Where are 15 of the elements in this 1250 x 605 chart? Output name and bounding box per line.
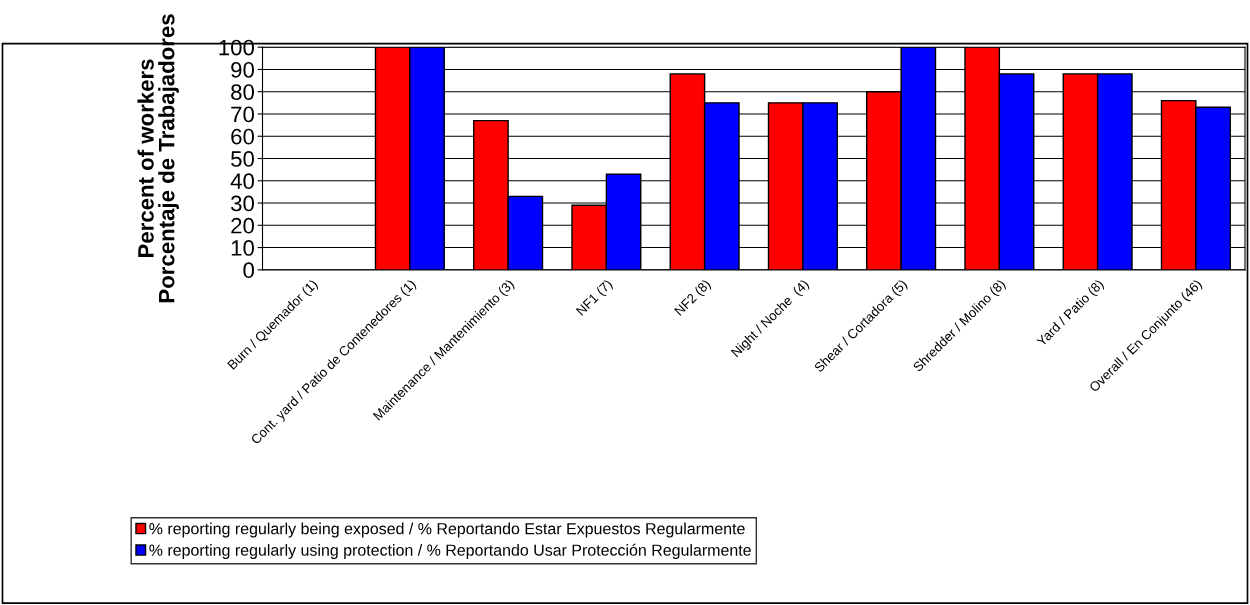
y-tick-label: 50 [231, 151, 254, 167]
legend-label: % reporting regularly using protection / % Reportando Usar Protección Regularmente [149, 543, 751, 559]
y-tick-label: 0 [243, 262, 254, 279]
y-tick-label: 70 [231, 106, 254, 123]
x-tick-label: NF1 (7) [575, 278, 615, 318]
x-tick-label: NF2 (8) [673, 278, 713, 318]
y-tick-label: 20 [231, 217, 254, 234]
y-tick-label: 60 [231, 128, 254, 145]
y-tick-label: 10 [231, 240, 254, 256]
y-tick-label: 30 [230, 195, 254, 212]
y-tick-label: 40 [230, 173, 254, 190]
y-tick-label: 90 [231, 61, 254, 78]
legend-label: % reporting regularly being exposed / % Reportando Estar Expuestos Regularmente [149, 522, 745, 538]
y-tick-label: 80 [231, 84, 254, 100]
y-axis-title: Percent of workers Porcentaje de Trabajadores [137, 14, 179, 303]
